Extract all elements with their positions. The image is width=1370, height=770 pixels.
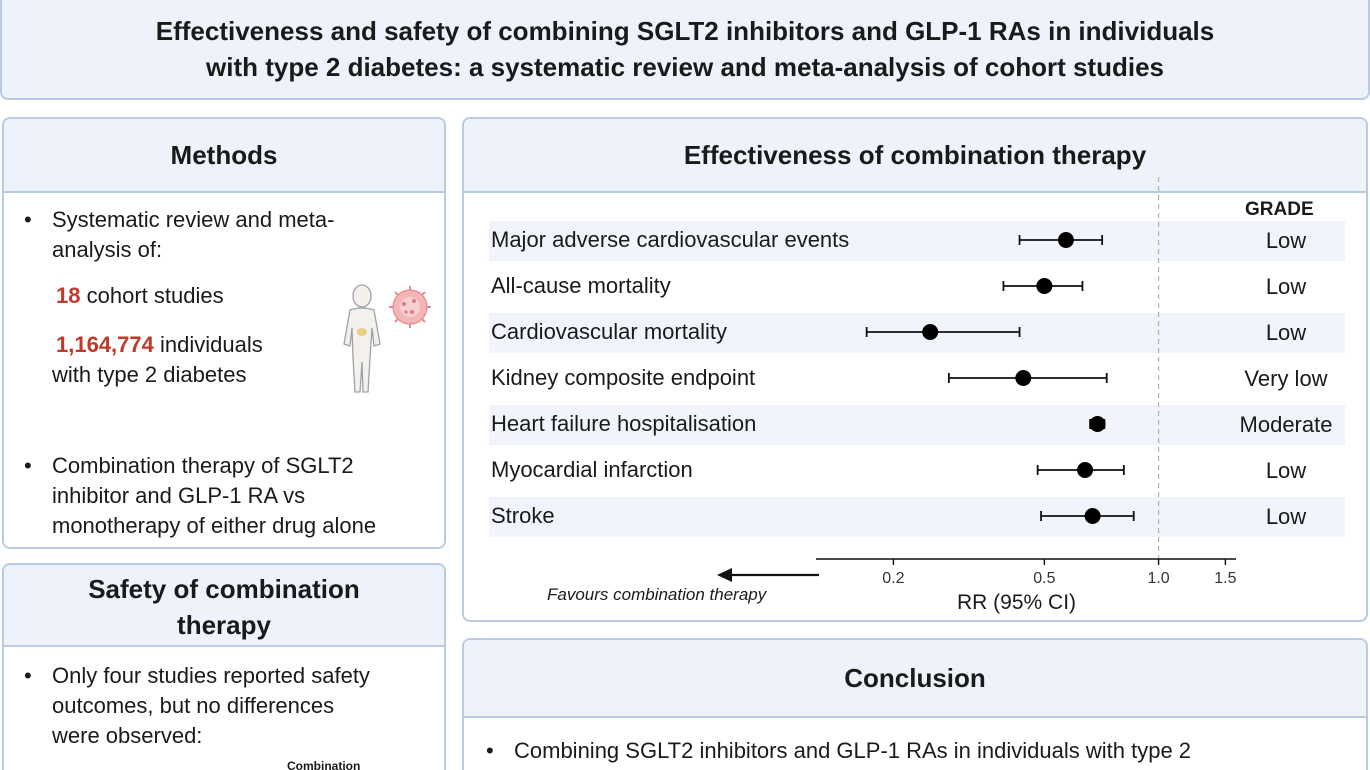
grade-value: Low xyxy=(1265,458,1307,483)
x-tick-label: 1.0 xyxy=(1147,570,1169,587)
outcome-label: Heart failure hospitalisation xyxy=(491,411,757,436)
point-estimate xyxy=(1089,416,1106,432)
safety-bullet-line-3: were observed: xyxy=(52,723,203,748)
point-estimate xyxy=(1036,278,1053,294)
conclusion-panel: Conclusion • Combining SGLT2 inhibitors … xyxy=(462,638,1368,770)
safety-bullet-line-1: Only four studies reported safety xyxy=(52,663,370,688)
row-band xyxy=(489,405,1345,445)
methods-bullet-1-line-2: analysis of: xyxy=(52,237,163,262)
safety-heading: Safety of combination therapy xyxy=(4,565,444,647)
bullet-dot: • xyxy=(24,207,32,232)
safety-heading-line-1: Safety of combination xyxy=(88,574,360,604)
studies-stat: 18 cohort studies xyxy=(56,281,224,311)
grade-value: Moderate xyxy=(1239,412,1333,437)
bullet-dot: • xyxy=(24,453,32,478)
methods-bullet-1-line-1: Systematic review and meta- xyxy=(52,207,335,232)
outcome-label: Major adverse cardiovascular events xyxy=(491,227,850,252)
point-estimate xyxy=(1057,232,1074,248)
methods-bullet-2-line-3: monotherapy of either drug alone xyxy=(52,513,377,538)
outcome-label: Myocardial infarction xyxy=(491,457,693,482)
safety-panel: Safety of combination therapy • Only fou… xyxy=(2,563,446,770)
conclusion-bullet-line-1: Combining SGLT2 inhibitors and GLP-1 RAs… xyxy=(514,738,1192,763)
safety-heading-line-2: therapy xyxy=(177,610,271,640)
safety-bullet: • Only four studies reported safety outc… xyxy=(24,661,370,751)
page-title: Effectiveness and safety of combining SG… xyxy=(156,9,1214,85)
individuals-line-2: with type 2 diabetes xyxy=(52,362,247,387)
bullet-dot: • xyxy=(24,663,32,688)
safety-bullet-line-2: outcomes, but no differences xyxy=(52,693,335,718)
studies-label: cohort studies xyxy=(86,283,224,308)
forest-plot: 0.2 0.5 1.0 1.5 xyxy=(717,177,1237,587)
axis-title: RR (95% CI) xyxy=(957,591,1077,614)
virus-icon xyxy=(389,286,431,328)
person-illustration-icon xyxy=(343,284,431,393)
outcome-label: Cardiovascular mortality xyxy=(491,319,727,344)
title-banner: Effectiveness and safety of combining SG… xyxy=(0,0,1370,100)
grade-value: Low xyxy=(1265,228,1307,253)
row-band xyxy=(489,497,1345,537)
row-band xyxy=(489,313,1345,353)
point-estimate xyxy=(1084,508,1101,524)
row-band xyxy=(489,221,1345,261)
individuals-label: individuals xyxy=(160,332,263,357)
x-tick-label: 0.2 xyxy=(882,570,904,587)
point-estimate xyxy=(922,324,939,340)
methods-panel: Methods • Systematic review and meta- an… xyxy=(2,117,446,549)
grade-value: Low xyxy=(1265,504,1307,529)
grade-value: Very low xyxy=(1244,366,1328,391)
methods-bullet-2: • Combination therapy of SGLT2 inhibitor… xyxy=(24,451,377,541)
grade-header: GRADE xyxy=(1245,199,1314,220)
methods-bullet-1: • Systematic review and meta- analysis o… xyxy=(24,205,335,265)
bullet-dot: • xyxy=(486,738,494,763)
methods-bullet-2-line-2: inhibitor and GLP-1 RA vs xyxy=(52,483,306,508)
individuals-stat: 1,164,774 individuals with type 2 diabet… xyxy=(52,330,263,390)
studies-count: 18 xyxy=(56,283,81,308)
conclusion-heading: Conclusion xyxy=(464,640,1366,718)
x-tick-label: 1.5 xyxy=(1214,570,1236,587)
favours-label: Favours combination therapy xyxy=(547,585,767,604)
grade-value: Low xyxy=(1265,274,1307,299)
x-tick-label: 0.5 xyxy=(1033,570,1055,587)
methods-bullet-2-line-1: Combination therapy of SGLT2 xyxy=(52,453,354,478)
favours-arrow-head xyxy=(717,568,732,582)
point-estimate xyxy=(1015,370,1032,386)
point-estimate xyxy=(1077,462,1094,478)
outcome-label: All-cause mortality xyxy=(491,273,671,298)
title-line-2: with type 2 diabetes: a systematic revie… xyxy=(206,52,1164,82)
outcome-label: Stroke xyxy=(491,503,555,528)
individuals-count: 1,164,774 xyxy=(56,332,154,357)
effectiveness-panel: Effectiveness of combination therapy GRA… xyxy=(462,117,1368,622)
safety-combination-label: Combination xyxy=(287,759,361,770)
outcome-label: Kidney composite endpoint xyxy=(491,365,756,390)
title-line-1: Effectiveness and safety of combining SG… xyxy=(155,16,1215,46)
effectiveness-heading: Effectiveness of combination therapy xyxy=(464,119,1366,193)
conclusion-bullet: • Combining SGLT2 inhibitors and GLP-1 R… xyxy=(486,736,1192,766)
methods-heading: Methods xyxy=(4,119,444,193)
grade-value: Low xyxy=(1265,320,1307,345)
